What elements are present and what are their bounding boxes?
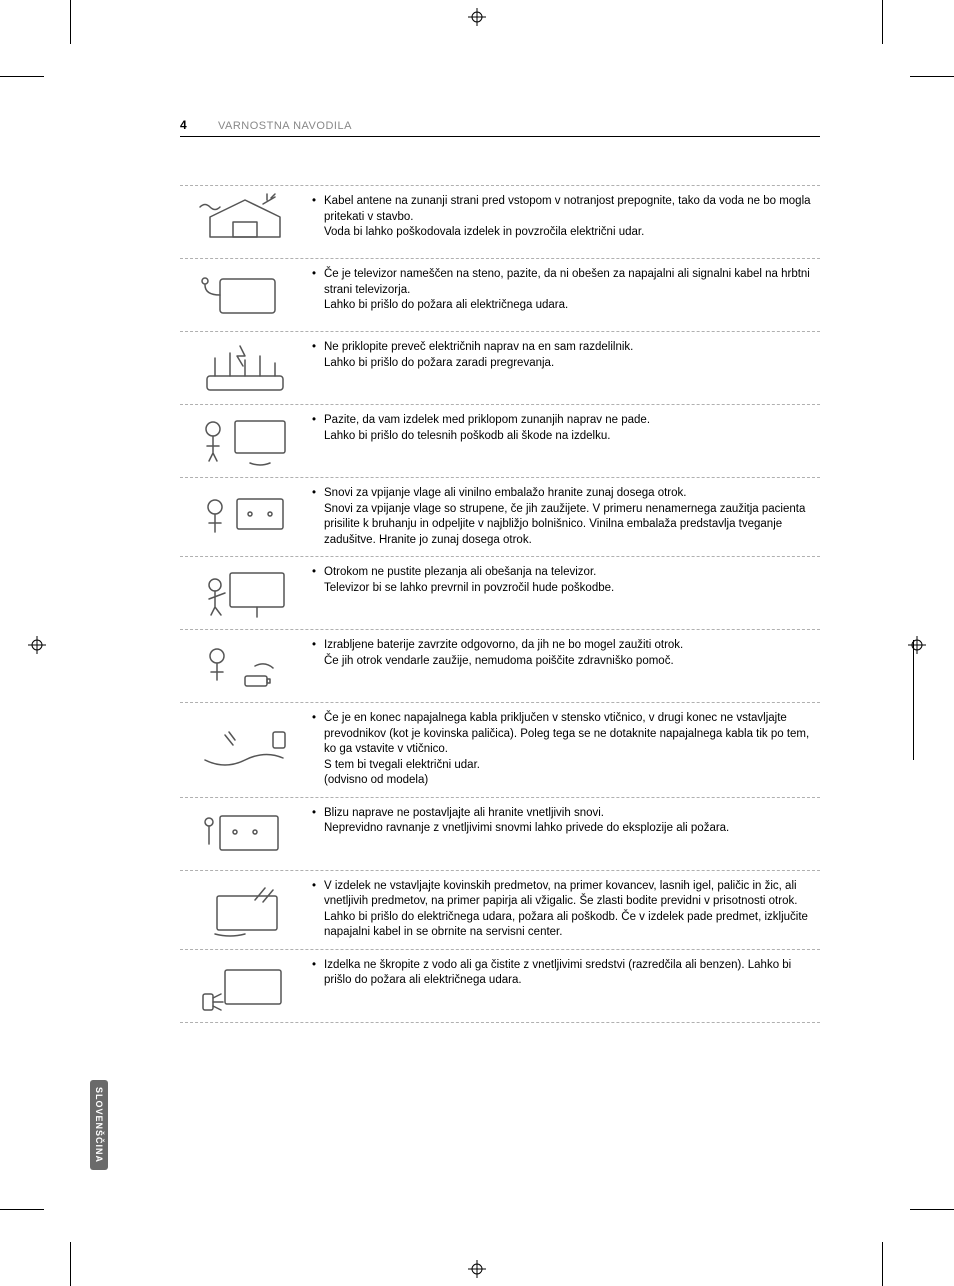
page-header: 4 VARNOSTNA NAVODILA — [180, 118, 820, 137]
safety-sub-text: Snovi za vpijanje vlage so strupene, če … — [324, 502, 816, 549]
safety-item: Otrokom ne pustite plezanja ali obešanja… — [324, 565, 816, 596]
cable-conductor-icon — [180, 703, 310, 797]
section-title: VARNOSTNA NAVODILA — [218, 120, 352, 132]
safety-item: Pazite, da vam izdelek med priklopom zun… — [324, 413, 816, 444]
crop-mark — [70, 0, 71, 44]
tv-wall-cable-icon — [180, 259, 310, 331]
safety-main-text: Če je en konec napajalnega kabla priklju… — [324, 712, 809, 755]
safety-sub-text: Lahko bi prišlo do električnega udara, p… — [324, 910, 816, 941]
safety-row: Ne priklopite preveč električnih naprav … — [180, 332, 820, 405]
registration-mark-icon — [468, 8, 486, 26]
registration-mark-icon — [908, 636, 926, 654]
child-climb-tv-icon — [180, 557, 310, 629]
safety-text: Blizu naprave ne postavljajte ali hranit… — [310, 798, 820, 870]
crop-mark — [70, 1242, 71, 1286]
crop-mark — [882, 0, 883, 44]
safety-text: Otrokom ne pustite plezanja ali obešanja… — [310, 557, 820, 629]
safety-row: Blizu naprave ne postavljajte ali hranit… — [180, 798, 820, 871]
safety-row: Snovi za vpijanje vlage ali vinilno emba… — [180, 478, 820, 557]
safety-sub-text: Neprevidno ravnanje z vnetljivimi snovmi… — [324, 821, 816, 837]
safety-row: V izdelek ne vstavljajte kovinskih predm… — [180, 871, 820, 950]
safety-item: Izdelka ne škropite z vodo ali ga čistit… — [324, 958, 816, 989]
safety-row: Če je televizor nameščen na steno, pazit… — [180, 259, 820, 332]
safety-item: Kabel antene na zunanji strani pred vsto… — [324, 194, 816, 241]
safety-row: Otrokom ne pustite plezanja ali obešanja… — [180, 557, 820, 630]
child-packaging-icon — [180, 478, 310, 556]
safety-row: Pazite, da vam izdelek med priklopom zun… — [180, 405, 820, 478]
safety-item: Če je en konec napajalnega kabla priklju… — [324, 711, 816, 789]
child-battery-icon — [180, 630, 310, 702]
crop-mark — [882, 1242, 883, 1286]
page-content: 4 VARNOSTNA NAVODILA Kabel antene na zun… — [180, 118, 820, 1023]
safety-sub-text: Lahko bi prišlo do telesnih poškodb ali … — [324, 429, 816, 445]
safety-main-text: Snovi za vpijanje vlage ali vinilno emba… — [324, 487, 686, 499]
registration-mark-icon — [28, 636, 46, 654]
safety-main-text: Otrokom ne pustite plezanja ali obešanja… — [324, 566, 596, 578]
safety-text: Kabel antene na zunanji strani pred vsto… — [310, 186, 820, 258]
safety-main-text: Izdelka ne škropite z vodo ali ga čistit… — [324, 959, 791, 987]
safety-sub-text: S tem bi tvegali električni udar. — [324, 758, 816, 774]
safety-text: Če je en konec napajalnega kabla priklju… — [310, 703, 820, 797]
safety-row: Kabel antene na zunanji strani pred vsto… — [180, 185, 820, 259]
safety-item: Ne priklopite preveč električnih naprav … — [324, 340, 816, 371]
safety-main-text: V izdelek ne vstavljajte kovinskih predm… — [324, 880, 797, 908]
safety-text: V izdelek ne vstavljajte kovinskih predm… — [310, 871, 820, 949]
safety-main-text: Ne priklopite preveč električnih naprav … — [324, 341, 633, 353]
power-strip-overload-icon — [180, 332, 310, 404]
safety-row: Izdelka ne škropite z vodo ali ga čistit… — [180, 950, 820, 1023]
safety-main-text: Če je televizor nameščen na steno, pazit… — [324, 268, 810, 296]
safety-sub-text: Če jih otrok vendarle zaužije, nemudoma … — [324, 654, 816, 670]
safety-item: V izdelek ne vstavljajte kovinskih predm… — [324, 879, 816, 941]
crop-mark — [910, 1209, 954, 1210]
safety-sub-text: (odvisno od modela) — [324, 773, 816, 789]
safety-row: Izrabljene baterije zavrzite odgovorno, … — [180, 630, 820, 703]
tv-falling-child-icon — [180, 405, 310, 477]
language-tab: SLOVENŠČINA — [90, 1080, 108, 1170]
safety-row: Če je en konec napajalnega kabla priklju… — [180, 703, 820, 798]
crop-mark — [0, 76, 44, 77]
safety-text: Snovi za vpijanje vlage ali vinilno emba… — [310, 478, 820, 556]
safety-item: Snovi za vpijanje vlage ali vinilno emba… — [324, 486, 816, 548]
safety-rows: Kabel antene na zunanji strani pred vsto… — [180, 185, 820, 1023]
safety-item: Blizu naprave ne postavljajte ali hranit… — [324, 806, 816, 837]
safety-text: Izrabljene baterije zavrzite odgovorno, … — [310, 630, 820, 702]
page-number: 4 — [180, 118, 218, 132]
house-antenna-icon — [180, 186, 310, 258]
safety-main-text: Blizu naprave ne postavljajte ali hranit… — [324, 807, 604, 819]
safety-text: Če je televizor nameščen na steno, pazit… — [310, 259, 820, 331]
safety-text: Pazite, da vam izdelek med priklopom zun… — [310, 405, 820, 477]
safety-sub-text: Voda bi lahko poškodovala izdelek in pov… — [324, 225, 816, 241]
safety-main-text: Kabel antene na zunanji strani pred vsto… — [324, 195, 811, 223]
safety-sub-text: Televizor bi se lahko prevrnil in povzro… — [324, 581, 816, 597]
crop-mark — [910, 76, 954, 77]
safety-sub-text: Lahko bi prišlo do požara ali električne… — [324, 298, 816, 314]
safety-main-text: Pazite, da vam izdelek med priklopom zun… — [324, 414, 650, 426]
tv-spray-icon — [180, 950, 310, 1022]
safety-sub-text: Lahko bi prišlo do požara zaradi pregrev… — [324, 356, 816, 372]
safety-main-text: Izrabljene baterije zavrzite odgovorno, … — [324, 639, 683, 651]
safety-item: Če je televizor nameščen na steno, pazit… — [324, 267, 816, 314]
tv-flammable-icon — [180, 798, 310, 870]
registration-mark-icon — [468, 1260, 486, 1278]
crop-mark — [913, 640, 914, 760]
safety-text: Izdelka ne škropite z vodo ali ga čistit… — [310, 950, 820, 1022]
tv-insert-object-icon — [180, 871, 310, 949]
crop-mark — [0, 1209, 44, 1210]
safety-text: Ne priklopite preveč električnih naprav … — [310, 332, 820, 404]
safety-item: Izrabljene baterije zavrzite odgovorno, … — [324, 638, 816, 669]
